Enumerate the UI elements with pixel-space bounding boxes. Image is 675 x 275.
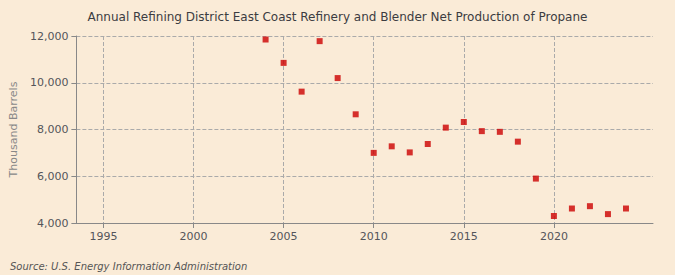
svg-text:1995: 1995 bbox=[89, 230, 117, 243]
svg-text:8,000: 8,000 bbox=[37, 123, 69, 136]
svg-text:12,000: 12,000 bbox=[30, 30, 69, 43]
svg-text:4,000: 4,000 bbox=[37, 217, 69, 230]
svg-text:Annual Refining District East: Annual Refining District East Coast Refi… bbox=[88, 10, 588, 24]
svg-text:10,000: 10,000 bbox=[30, 76, 69, 89]
svg-text:2005: 2005 bbox=[270, 230, 298, 243]
svg-text:2010: 2010 bbox=[360, 230, 388, 243]
svg-text:2015: 2015 bbox=[450, 230, 478, 243]
svg-text:2000: 2000 bbox=[180, 230, 208, 243]
svg-text:Source: U.S. Energy Informatio: Source: U.S. Energy Information Administ… bbox=[10, 261, 247, 272]
svg-text:Thousand Barrels: Thousand Barrels bbox=[7, 81, 20, 178]
svg-text:2020: 2020 bbox=[540, 230, 568, 243]
svg-text:6,000: 6,000 bbox=[37, 170, 69, 183]
